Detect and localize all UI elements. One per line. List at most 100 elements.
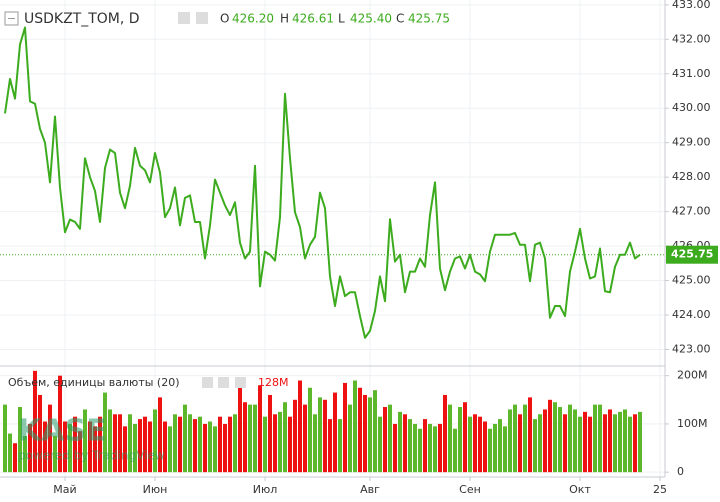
ohlc-value: 425.40 xyxy=(350,12,392,26)
volume-bar xyxy=(538,414,542,473)
volume-bar xyxy=(428,423,432,473)
volume-bar xyxy=(153,409,157,473)
x-tick-label: Июн xyxy=(143,483,168,496)
volume-remove-icon[interactable] xyxy=(235,377,246,388)
volume-bar xyxy=(233,414,237,473)
volume-bar xyxy=(103,392,107,473)
collapse-icon[interactable] xyxy=(4,11,19,26)
volume-bar xyxy=(93,426,97,473)
volume-bar xyxy=(473,414,477,473)
volume-bar xyxy=(253,404,257,473)
volume-bar xyxy=(238,387,242,473)
volume-bar xyxy=(53,435,57,473)
volume-bar xyxy=(193,419,197,473)
volume-bar xyxy=(183,404,187,473)
volume-bar xyxy=(228,416,232,473)
volume-bar xyxy=(578,416,582,473)
volume-bar xyxy=(448,404,452,473)
volume-bar xyxy=(28,423,32,473)
volume-bar xyxy=(278,411,282,473)
volume-bar xyxy=(458,407,462,473)
volume-bar xyxy=(308,387,312,473)
volume-bar xyxy=(283,402,287,473)
format-icon[interactable] xyxy=(196,12,208,24)
volume-bar xyxy=(293,399,297,473)
volume-bar xyxy=(498,419,502,473)
volume-bar xyxy=(463,402,467,473)
volume-bar xyxy=(218,416,222,473)
volume-bar xyxy=(263,416,267,473)
ohlc-value: 426.20 xyxy=(232,12,274,26)
volume-bar xyxy=(213,426,217,473)
volume-bar xyxy=(423,419,427,473)
volume-bar xyxy=(248,404,252,473)
volume-bar xyxy=(168,426,172,473)
volume-bar xyxy=(158,397,162,473)
volume-bar xyxy=(608,409,612,473)
volume-bar xyxy=(138,419,142,473)
volume-bar xyxy=(503,426,507,473)
volume-bar xyxy=(223,423,227,473)
volume-bar xyxy=(83,409,87,473)
volume-title: Объем, единицы валюты (20) xyxy=(8,376,180,389)
volume-bar xyxy=(98,416,102,473)
volume-bar xyxy=(338,419,342,473)
volume-bar xyxy=(513,404,517,473)
y-tick-label: 429.00 xyxy=(672,136,711,149)
volume-bar xyxy=(48,404,52,473)
y-tick-label: 423.00 xyxy=(672,342,711,355)
y-tick-label: 433.00 xyxy=(672,0,711,11)
volume-format-icon[interactable] xyxy=(218,377,229,388)
last-price-label: 425.75 xyxy=(671,248,713,261)
ohlc-name: C xyxy=(396,12,404,26)
volume-bar xyxy=(88,421,92,473)
volume-bar xyxy=(23,435,27,473)
volume-last: 128M xyxy=(258,376,289,389)
volume-settings-icon[interactable] xyxy=(202,377,213,388)
volume-bar xyxy=(443,394,447,473)
volume-bar xyxy=(603,414,607,473)
volume-bar xyxy=(208,421,212,473)
volume-bar xyxy=(78,431,82,473)
volume-bar xyxy=(353,380,357,473)
volume-bar xyxy=(638,411,642,473)
volume-bar xyxy=(588,416,592,473)
volume-bar xyxy=(18,407,22,473)
volume-bar xyxy=(408,419,412,473)
volume-bar xyxy=(73,416,77,473)
ohlc-name: H xyxy=(280,12,289,26)
settings-icon[interactable] xyxy=(178,12,190,24)
x-tick-label: Июл xyxy=(253,483,278,496)
volume-bar xyxy=(268,394,272,473)
volume-bar xyxy=(533,419,537,473)
volume-bar xyxy=(348,404,352,473)
ohlc-name: O xyxy=(220,12,229,26)
y-tick-label: 430.00 xyxy=(672,101,711,114)
volume-bar xyxy=(548,399,552,473)
volume-bar xyxy=(273,414,277,473)
volume-bar xyxy=(563,414,567,473)
volume-bar xyxy=(33,370,37,473)
volume-bar xyxy=(568,404,572,473)
volume-bar xyxy=(393,423,397,473)
volume-bar xyxy=(618,411,622,473)
ohlc-name: L xyxy=(338,12,345,26)
y-tick-label: 425.00 xyxy=(672,274,711,287)
volume-pane: 0 100M 200M xyxy=(3,369,708,478)
volume-bar xyxy=(433,426,437,473)
volume-bar xyxy=(628,416,632,473)
volume-bar xyxy=(453,428,457,473)
y-tick-label: 424.00 xyxy=(672,308,711,321)
volume-bar xyxy=(553,402,557,473)
volume-bar xyxy=(118,414,122,473)
volume-bar xyxy=(3,404,7,473)
volume-bar xyxy=(143,416,147,473)
volume-bar xyxy=(418,428,422,473)
volume-bar xyxy=(438,423,442,473)
volume-tick-label: 100M xyxy=(677,417,708,430)
volume-bar xyxy=(148,421,152,473)
volume-bar xyxy=(508,409,512,473)
volume-bar xyxy=(493,423,497,473)
x-tick-label: Окт xyxy=(569,483,591,496)
